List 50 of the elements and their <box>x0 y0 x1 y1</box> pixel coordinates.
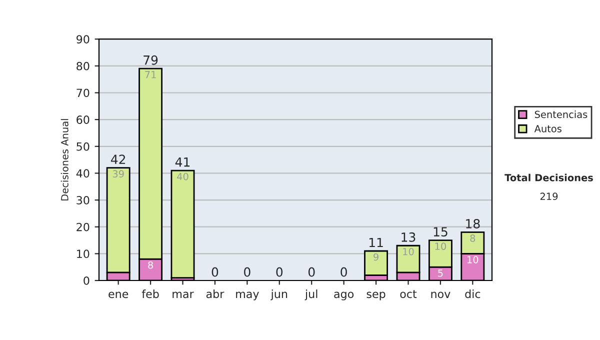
y-tick-label: 60 <box>76 116 90 124</box>
y-tick-label: 80 <box>76 62 90 70</box>
x-tick-label: may <box>236 292 259 300</box>
y-tick-label: 40 <box>76 169 90 178</box>
text: 219 <box>540 192 558 200</box>
data-label: 39 <box>112 170 124 178</box>
total-label: 15 <box>434 227 448 237</box>
total-label: 18 <box>466 219 480 228</box>
total-label: 0 <box>340 267 347 277</box>
x-tick-label: ene <box>108 292 128 298</box>
x-tick-label: abr <box>206 290 224 298</box>
y-tick-label: 30 <box>76 196 90 204</box>
total-label: 11 <box>369 238 383 248</box>
y-axis-title: Decisiones Anual <box>60 119 68 200</box>
y-tick-label: 20 <box>76 222 90 232</box>
total-label: 0 <box>308 267 315 277</box>
x-tick-label: dic <box>465 290 480 298</box>
x-tick-label: feb <box>142 290 159 298</box>
total-label: 79 <box>144 55 158 65</box>
x-tick-label: oct <box>400 290 417 298</box>
data-label: 10 <box>435 242 446 250</box>
data-label: 10 <box>403 248 414 256</box>
data-label: 9 <box>374 253 378 261</box>
data-label: 5 <box>438 270 443 277</box>
x-tick-label: mar <box>172 292 194 298</box>
y-tick-label: 0 <box>84 276 90 285</box>
y-tick-label: 10 <box>77 250 90 258</box>
y-tick-label: 90 <box>76 35 90 44</box>
total-label: 41 <box>175 157 190 167</box>
data-label: 40 <box>177 172 188 180</box>
data-label: 71 <box>145 71 156 78</box>
bar <box>170 170 195 279</box>
text: Total Decisiones <box>504 174 593 182</box>
total-label: 13 <box>402 232 416 242</box>
x-tick-label: nov <box>431 292 450 298</box>
y-tick-label: 70 <box>76 88 90 98</box>
data-label: 8 <box>148 261 153 269</box>
x-tick-label: ago <box>334 292 354 300</box>
legend-label: Autos <box>534 125 562 132</box>
data-label: 8 <box>470 234 476 242</box>
total-label: 0 <box>276 267 283 277</box>
data-label: 10 <box>468 256 478 264</box>
total-label: 0 <box>212 267 218 277</box>
total-label: 0 <box>244 267 250 277</box>
x-tick-label: jul <box>304 290 318 300</box>
x-tick-label: sep <box>366 292 386 300</box>
legend-label: Sentencias <box>534 110 588 118</box>
x-tick-label: jun <box>270 290 288 300</box>
total-label: 42 <box>110 154 126 164</box>
y-tick-label: 50 <box>76 142 90 151</box>
